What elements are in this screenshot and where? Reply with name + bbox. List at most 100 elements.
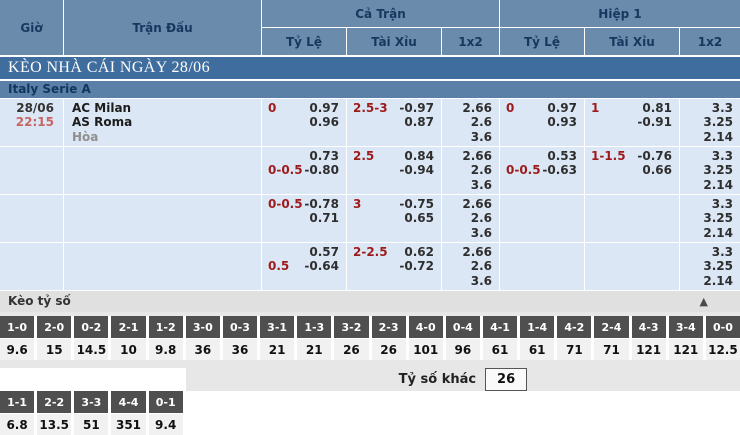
score-odds-value: 9.6 xyxy=(0,339,35,360)
score-label: 4-4 xyxy=(111,391,146,413)
match-cell xyxy=(64,146,261,194)
score-odds-cell[interactable]: 2-4 71 xyxy=(594,316,629,360)
score-odds-cell[interactable]: 1-3 21 xyxy=(297,316,332,360)
handicap-label: 0.5 xyxy=(268,259,290,274)
odds-value: 3.3 xyxy=(711,244,733,259)
ft-1x2-cell[interactable]: 2.66 2.6 3.6 xyxy=(442,98,499,146)
h1-1x2-cell[interactable]: 3.3 3.25 2.14 xyxy=(680,146,740,194)
odds-value: 2.6 xyxy=(470,259,492,274)
score-odds-value: 101 xyxy=(408,339,443,360)
score-odds-cell[interactable]: 0-3 36 xyxy=(222,316,258,360)
ft-1x2-cell[interactable]: 2.66 2.6 3.6 xyxy=(442,194,499,242)
score-odds-value: 26 xyxy=(334,339,369,360)
score-odds-value: 13.5 xyxy=(37,414,72,435)
odds-value: -0.75 xyxy=(399,196,434,211)
time-cell xyxy=(0,242,63,290)
score-odds-cell[interactable]: 2-2 13.5 xyxy=(37,391,72,435)
ft-over-under-cell[interactable]: 3 -0.75 0.65 xyxy=(347,194,441,242)
header-h1-odds: Tỷ Lệ xyxy=(500,28,584,55)
score-odds-value: 15 xyxy=(37,339,72,360)
away-team: AS Roma xyxy=(72,115,133,130)
time-cell xyxy=(0,194,63,242)
league-title: Italy Serie A xyxy=(8,82,91,97)
ft-1x2-cell[interactable]: 2.66 2.6 3.6 xyxy=(442,146,499,194)
ft-over-under-cell[interactable]: 2.5-3 -0.97 0.87 xyxy=(347,98,441,146)
h1-handicap-cell[interactable]: 0.53 0-0.5 -0.63 xyxy=(500,146,584,194)
ft-over-under-cell[interactable]: 2.5 0.84 -0.94 xyxy=(347,146,441,194)
score-grid-row-1: 1-0 9.6 2-0 15 0-2 14.5 2-1 10 1-2 9.8 3-0 36 0-3 36 3… xyxy=(0,316,740,360)
match-cell xyxy=(64,194,261,242)
odds-value: 3.25 xyxy=(703,163,733,178)
h1-over-under-cell[interactable]: 1 0.81 -0.91 xyxy=(585,98,679,146)
score-odds-cell[interactable]: 4-3 121 xyxy=(631,316,666,360)
score-odds-value: 351 xyxy=(111,414,146,435)
collapse-arrow-icon[interactable]: ▲ xyxy=(699,294,708,308)
odds-value: 0.97 xyxy=(547,100,577,115)
score-odds-cell[interactable]: 3-2 26 xyxy=(334,316,369,360)
score-label: 1-0 xyxy=(0,316,35,338)
score-odds-cell[interactable]: 0-4 96 xyxy=(445,316,480,360)
odds-row: 0.57 0.5 -0.64 2-2.5 0.62 -0.72 2.66 2.6 3… xyxy=(0,242,740,290)
odds-table-body: 28/06 22:15 AC Milan AS Roma Hòa 0 0.97 0… xyxy=(0,97,740,290)
h1-1x2-cell[interactable]: 3.3 3.25 2.14 xyxy=(680,242,740,290)
section-title: KÈO NHÀ CÁI NGÀY 28/06 xyxy=(8,59,210,77)
odds-value: 3.25 xyxy=(703,211,733,226)
score-odds-cell[interactable]: 2-0 15 xyxy=(37,316,72,360)
score-section-header[interactable]: Kèo tỷ số ▲ xyxy=(0,290,740,312)
score-odds-cell[interactable]: 2-3 26 xyxy=(371,316,406,360)
score-odds-cell[interactable]: 1-2 9.8 xyxy=(148,316,183,360)
h1-over-under-cell xyxy=(585,242,679,290)
score-odds-cell[interactable]: 3-4 121 xyxy=(668,316,703,360)
header-ft-odds: Tỷ Lệ xyxy=(262,28,346,55)
odds-value: 3.25 xyxy=(703,115,733,130)
score-odds-value: 51 xyxy=(74,414,109,435)
h1-handicap-cell[interactable]: 0 0.97 0.93 xyxy=(500,98,584,146)
odds-value: 2.6 xyxy=(470,115,492,130)
score-label: 0-2 xyxy=(74,316,109,338)
league-title-bar[interactable]: Italy Serie A xyxy=(0,81,740,98)
match-cell[interactable]: AC Milan AS Roma Hòa xyxy=(64,98,261,146)
ft-over-under-cell[interactable]: 2-2.5 0.62 -0.72 xyxy=(347,242,441,290)
score-label: 2-3 xyxy=(371,316,406,338)
score-odds-cell[interactable]: 4-4 351 xyxy=(111,391,146,435)
score-odds-cell[interactable]: 0-1 9.4 xyxy=(148,391,183,435)
score-odds-cell[interactable]: 3-0 36 xyxy=(185,316,220,360)
score-odds-value: 26 xyxy=(371,339,406,360)
ft-handicap-cell[interactable]: 0-0.5 -0.78 0.71 xyxy=(262,194,346,242)
odds-value: 0.71 xyxy=(309,211,339,226)
score-odds-value: 14.5 xyxy=(74,339,109,360)
score-odds-cell[interactable]: 3-3 51 xyxy=(74,391,109,435)
odds-value: 3.6 xyxy=(470,273,492,288)
score-odds-value: 61 xyxy=(520,339,555,360)
total-label: 2.5-3 xyxy=(353,100,388,115)
odds-value: 0.97 xyxy=(309,100,339,115)
ft-handicap-cell[interactable]: 0.57 0.5 -0.64 xyxy=(262,242,346,290)
score-odds-cell[interactable]: 4-1 61 xyxy=(482,316,518,360)
h1-1x2-cell[interactable]: 3.3 3.25 2.14 xyxy=(680,98,740,146)
odds-value: 0.53 xyxy=(547,148,577,163)
score-odds-cell[interactable]: 1-0 9.6 xyxy=(0,316,35,360)
odds-table-header: Giờ Trận Đấu Cả Trận Hiệp 1 Tỷ Lệ Tài Xỉ… xyxy=(0,0,740,55)
score-odds-cell[interactable]: 3-1 21 xyxy=(260,316,295,360)
score-label: 4-0 xyxy=(408,316,443,338)
score-odds-cell[interactable]: 2-1 10 xyxy=(111,316,146,360)
score-label: 2-4 xyxy=(594,316,629,338)
score-odds-cell[interactable]: 1-4 61 xyxy=(520,316,555,360)
odds-value: 0.73 xyxy=(309,148,339,163)
handicap-label: 0-0.5 xyxy=(268,196,303,211)
score-odds-cell[interactable]: 0-0 12.5 xyxy=(705,316,740,360)
ft-handicap-cell[interactable]: 0.73 0-0.5 -0.80 xyxy=(262,146,346,194)
h1-handicap-cell xyxy=(500,242,584,290)
ft-handicap-cell[interactable]: 0 0.97 0.96 xyxy=(262,98,346,146)
score-odds-cell[interactable]: 4-2 71 xyxy=(557,316,592,360)
score-odds-cell[interactable]: 0-2 14.5 xyxy=(74,316,109,360)
score-odds-cell[interactable]: 1-1 6.8 xyxy=(0,391,35,435)
h1-1x2-cell[interactable]: 3.3 3.25 2.14 xyxy=(680,194,740,242)
odds-value: 3.25 xyxy=(703,259,733,274)
score-label: 0-1 xyxy=(148,391,183,413)
ft-1x2-cell[interactable]: 2.66 2.6 3.6 xyxy=(442,242,499,290)
h1-handicap-cell xyxy=(500,194,584,242)
other-score-odds-box[interactable]: 26 xyxy=(485,368,528,391)
score-odds-cell[interactable]: 4-0 101 xyxy=(408,316,443,360)
h1-over-under-cell[interactable]: 1-1.5 -0.76 0.66 xyxy=(585,146,679,194)
